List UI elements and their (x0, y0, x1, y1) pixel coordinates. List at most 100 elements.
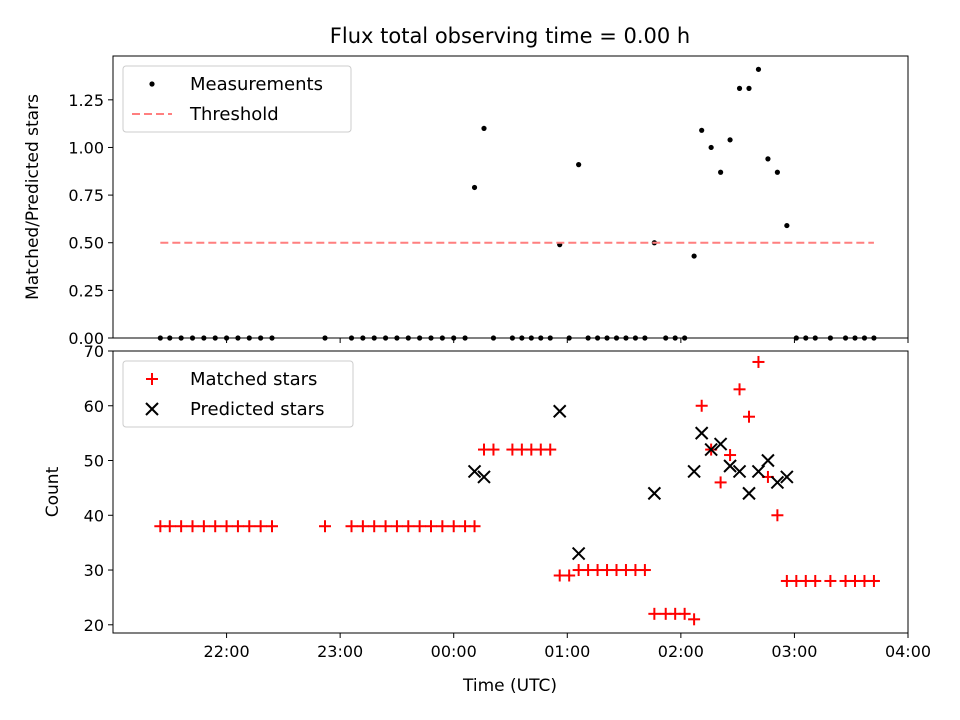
measurement-point (708, 144, 714, 151)
y-tick-label: 50 (84, 452, 104, 471)
matched-stars-point (220, 520, 233, 533)
count-marks (154, 355, 880, 626)
y-ticks-ratio: 0.00 0.25 0.50 0.75 1.00 1.25 (68, 91, 113, 348)
predicted-stars-point (780, 470, 794, 484)
count-panel: Count Time (UTC) 20 30 40 50 60 70 22:00 23:00… (43, 342, 931, 696)
matched-stars-point (638, 564, 651, 577)
legend-marker-predicted (145, 402, 159, 416)
measurement-point (774, 169, 780, 175)
measurement-point (736, 85, 743, 91)
matched-stars-point (771, 509, 784, 522)
predicted-stars-point (553, 404, 567, 418)
y-axis-label-ratio: Matched/Predicted stars (23, 94, 43, 300)
matched-stars-point (563, 569, 576, 582)
predicted-stars-point (713, 437, 728, 451)
measurement-point (746, 85, 752, 91)
predicted-stars-point (761, 453, 775, 468)
x-tick-label: 02:00 (658, 642, 704, 661)
x-tick-label: 03:00 (771, 642, 817, 661)
predicted-stars-point (571, 546, 586, 561)
matched-stars-point (209, 520, 222, 533)
matched-stars-point (714, 476, 727, 489)
predicted-stars-point (723, 459, 737, 473)
measurement-point (576, 162, 582, 168)
matched-stars-point (345, 520, 358, 533)
matched-stars-point (379, 520, 392, 533)
matched-stars-point (319, 520, 331, 533)
matched-stars-point (436, 520, 449, 533)
x-tick-label: 22:00 (204, 642, 250, 661)
matched-stars-point (356, 520, 369, 533)
y-ticks-count: 20 30 40 50 60 70 (84, 342, 113, 635)
matched-stars-point (368, 520, 381, 533)
y-tick-label: 0.50 (68, 234, 104, 253)
y-tick-label: 30 (84, 561, 104, 580)
matched-stars-point (402, 520, 415, 533)
predicted-stars-point (694, 426, 709, 440)
x-ticks-count: 22:00 23:00 00:00 01:00 02:00 03:00 04:00 (204, 633, 931, 661)
ratio-marks (157, 66, 877, 341)
matched-stars-point (231, 520, 244, 533)
x-axis-label: Time (UTC) (462, 676, 557, 696)
matched-stars-point (752, 355, 765, 368)
matched-stars-point (743, 410, 755, 423)
y-tick-label: 0.75 (68, 186, 104, 205)
measurement-point (784, 222, 790, 229)
count-legend: Matched stars Predicted stars (122, 360, 354, 428)
legend-marker-matched (146, 373, 158, 385)
measurement-point (471, 184, 478, 191)
ratio-plot-frame (112, 55, 909, 339)
count-plot-frame (112, 350, 909, 634)
predicted-stars-point (467, 464, 482, 479)
matched-stars-point (648, 607, 661, 620)
matched-stars-point (809, 574, 822, 587)
measurement-point (718, 169, 724, 175)
measurement-point (691, 253, 697, 259)
matched-stars-point (266, 520, 278, 533)
y-tick-label: 0.00 (68, 329, 104, 348)
matched-stars-point (724, 449, 737, 462)
legend-label-predicted: Predicted stars (190, 399, 324, 420)
matched-stars-point (390, 520, 403, 533)
legend-label-measurements: Measurements (190, 74, 323, 95)
matched-stars-point (254, 520, 267, 533)
matched-stars-point (186, 520, 199, 533)
predicted-stars-point (477, 470, 491, 484)
chart-title: Flux total observing time = 0.00 h (330, 24, 690, 48)
matched-stars-point (824, 574, 837, 587)
x-tick-label: 04:00 (885, 642, 931, 661)
y-tick-label: 0.25 (68, 281, 104, 300)
matched-stars-point (688, 613, 701, 626)
legend-marker-measurements (149, 81, 155, 87)
y-tick-label: 60 (84, 397, 104, 416)
y-tick-label: 40 (84, 506, 104, 525)
x-tick-label: 00:00 (431, 642, 477, 661)
y-tick-label: 1.00 (68, 138, 104, 157)
ratio-panel: Flux total observing time = 0.00 h Match… (23, 24, 909, 348)
matched-stars-point (695, 399, 708, 412)
predicted-stars-point (687, 464, 701, 479)
predicted-stars-point (704, 442, 718, 457)
predicted-stars-point (732, 464, 747, 479)
predicted-stars-point (770, 475, 785, 490)
matched-stars-point (447, 520, 460, 533)
measurement-point (699, 127, 705, 133)
y-tick-label: 20 (84, 616, 104, 635)
matched-stars-point (867, 574, 880, 587)
matched-stars-point (544, 443, 557, 456)
matched-stars-point (425, 520, 437, 533)
legend-label-matched: Matched stars (190, 369, 317, 390)
matched-stars-point (175, 520, 188, 533)
matched-stars-point (468, 520, 481, 533)
y-axis-label-count: Count (43, 466, 63, 517)
y-tick-label: 70 (84, 342, 104, 361)
measurement-point (755, 66, 762, 72)
x-tick-label: 01:00 (544, 642, 590, 661)
legend-label-threshold: Threshold (189, 104, 279, 125)
matched-stars-point (678, 607, 691, 620)
measurement-point (481, 125, 487, 132)
matched-stars-point (413, 520, 426, 533)
matched-stars-point (197, 520, 210, 533)
predicted-stars-point (751, 464, 766, 479)
